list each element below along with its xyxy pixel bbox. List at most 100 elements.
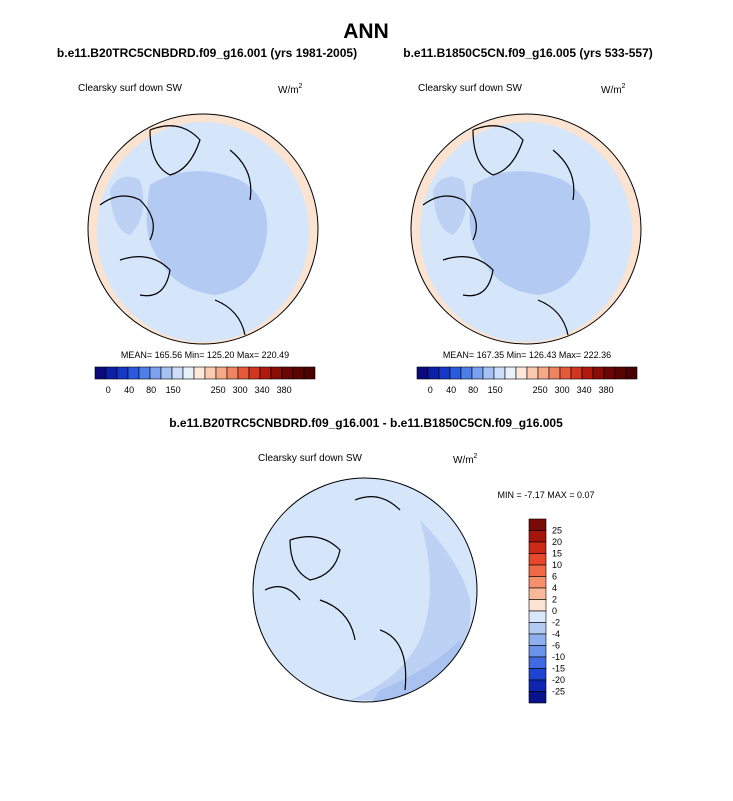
colorbar-box <box>528 530 547 543</box>
colorbar-label: 380 <box>599 385 614 395</box>
colorbar-label: -15 <box>552 664 565 674</box>
colorbar-box <box>528 633 547 646</box>
colorbar-label: 80 <box>146 385 156 395</box>
variable-label: Clearsky surf down SW <box>418 83 522 94</box>
colorbar-box <box>592 366 605 380</box>
colorbar-label: 380 <box>277 385 292 395</box>
colorbar-box <box>603 366 616 380</box>
colorbar-box <box>537 366 550 380</box>
stats-label: MEAN= 167.35 Min= 126.43 Max= 222.36 <box>443 350 611 360</box>
units: W/m <box>278 85 299 96</box>
panel-title: b.e11.B1850C5CN.f09_g16.005 (yrs 533-557… <box>403 46 653 60</box>
colorbar-box <box>270 366 283 380</box>
colorbar-label: 15 <box>552 549 562 559</box>
map <box>410 113 642 345</box>
figure-title: ANN <box>343 20 389 43</box>
variable-label: Clearsky surf down SW <box>258 453 362 464</box>
units-label: W/m2 <box>601 83 626 96</box>
colorbar-label: 250 <box>211 385 226 395</box>
colorbar-box <box>149 366 162 380</box>
colorbar-box <box>528 518 547 531</box>
colorbar-label: 20 <box>552 537 562 547</box>
colorbar-box <box>237 366 250 380</box>
stats-label: MIN = -7.17 MAX = 0.07 <box>497 490 594 500</box>
map <box>87 113 319 345</box>
colorbar-label: 0 <box>106 385 111 395</box>
colorbar-label: 40 <box>124 385 134 395</box>
colorbar-box <box>528 691 547 704</box>
colorbar-box <box>528 679 547 692</box>
colorbar-label: 6 <box>552 572 557 582</box>
colorbar-label: -6 <box>552 641 560 651</box>
colorbar-box <box>171 366 184 380</box>
colorbar-label: 340 <box>255 385 270 395</box>
colorbar-box <box>127 366 140 380</box>
colorbar-label: 0 <box>428 385 433 395</box>
colorbar-box <box>449 366 462 380</box>
colorbar-box <box>614 366 627 380</box>
units-label: W/m2 <box>453 453 478 466</box>
colorbar-box <box>504 366 517 380</box>
colorbar-box <box>292 366 305 380</box>
colorbar-box <box>528 553 547 566</box>
colorbar-label: 340 <box>577 385 592 395</box>
colorbar-label: 0 <box>552 606 557 616</box>
colorbar-label: 300 <box>233 385 248 395</box>
colorbar-box <box>528 668 547 681</box>
colorbar-box <box>625 366 638 380</box>
colorbar-box <box>528 645 547 658</box>
colorbar-label: -10 <box>552 652 565 662</box>
colorbar-label: 150 <box>488 385 503 395</box>
units-exponent: 2 <box>474 453 478 460</box>
colorbar-box <box>548 366 561 380</box>
colorbar-box <box>281 366 294 380</box>
units-label: W/m2 <box>278 83 303 96</box>
colorbar-box <box>471 366 484 380</box>
colorbar-box <box>182 366 195 380</box>
colorbar-box <box>493 366 506 380</box>
panel-title: b.e11.B20TRC5CNBDRD.f09_g16.001 - b.e11.… <box>169 416 563 430</box>
colorbar-box <box>526 366 539 380</box>
colorbar-label: 300 <box>555 385 570 395</box>
colorbar-box <box>559 366 572 380</box>
colorbar-box <box>515 366 528 380</box>
colorbar-label: 150 <box>166 385 181 395</box>
colorbar-box <box>204 366 217 380</box>
colorbar-box <box>215 366 228 380</box>
colorbar-label: -2 <box>552 618 560 628</box>
colorbar-box <box>259 366 272 380</box>
colorbar-box <box>105 366 118 380</box>
colorbar-box <box>226 366 239 380</box>
colorbar-label: -20 <box>552 675 565 685</box>
colorbar-box <box>482 366 495 380</box>
colorbar-label: 80 <box>468 385 478 395</box>
units: W/m <box>601 85 622 96</box>
colorbar-box <box>193 366 206 380</box>
panel-title: b.e11.B20TRC5CNBDRD.f09_g16.001 (yrs 198… <box>57 46 357 60</box>
units-exponent: 2 <box>299 83 303 90</box>
colorbar-box <box>460 366 473 380</box>
colorbar-box <box>94 366 107 380</box>
colorbar-label: -25 <box>552 687 565 697</box>
colorbar-label: 40 <box>446 385 456 395</box>
colorbar-box <box>528 576 547 589</box>
units-exponent: 2 <box>622 83 626 90</box>
colorbar-box <box>303 366 316 380</box>
colorbar-box <box>581 366 594 380</box>
units: W/m <box>453 455 474 466</box>
colorbar-label: 2 <box>552 595 557 605</box>
colorbar-box <box>160 366 173 380</box>
colorbar-box <box>416 366 429 380</box>
map <box>252 477 478 703</box>
colorbar-box <box>248 366 261 380</box>
colorbar-box <box>438 366 451 380</box>
colorbar-box <box>528 610 547 623</box>
colorbar-box <box>116 366 129 380</box>
colorbar-box <box>138 366 151 380</box>
colorbar-box <box>427 366 440 380</box>
variable-label: Clearsky surf down SW <box>78 83 182 94</box>
colorbar-label: 10 <box>552 560 562 570</box>
colorbar-label: 250 <box>533 385 548 395</box>
colorbar-box <box>528 587 547 600</box>
